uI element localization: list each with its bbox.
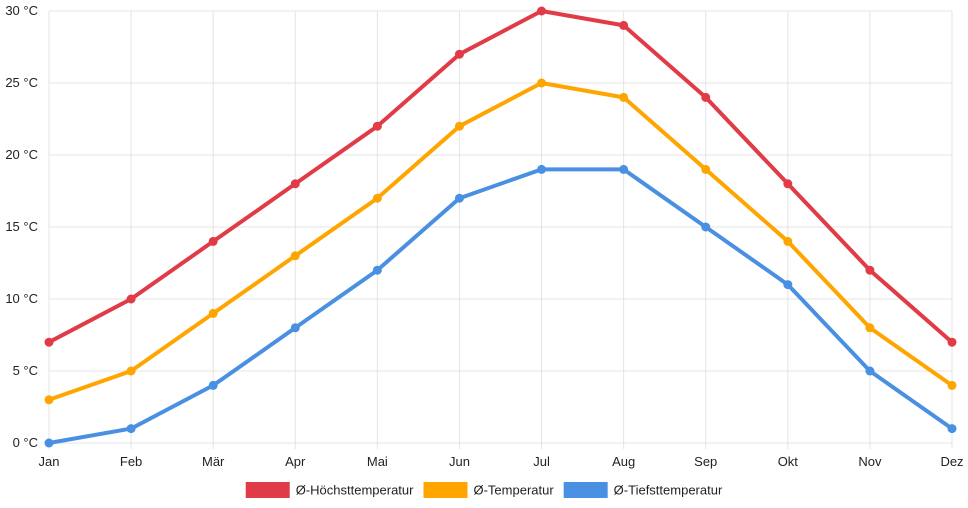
data-point[interactable] bbox=[208, 380, 218, 390]
data-point[interactable] bbox=[865, 366, 875, 376]
data-point[interactable] bbox=[783, 280, 793, 290]
data-point[interactable] bbox=[372, 193, 382, 203]
data-point[interactable] bbox=[372, 265, 382, 275]
data-point[interactable] bbox=[865, 265, 875, 275]
data-series bbox=[44, 6, 957, 448]
y-tick-label: 10 °C bbox=[5, 291, 38, 306]
data-point[interactable] bbox=[947, 380, 957, 390]
axis-labels: 0 °C 5 °C 10 °C 15 °C 20 °C 25 °C 30 °C Jan Feb M… bbox=[5, 3, 963, 469]
data-point[interactable] bbox=[44, 337, 54, 347]
legend: Ø-Höchsttemperatur Ø-Temperatur Ø-Tiefstte… bbox=[245, 482, 723, 498]
data-point[interactable] bbox=[947, 337, 957, 347]
data-point[interactable] bbox=[372, 121, 382, 131]
data-point[interactable] bbox=[208, 236, 218, 246]
data-point[interactable] bbox=[701, 222, 711, 232]
y-tick-label: 0 °C bbox=[13, 435, 38, 450]
x-tick-label: Sep bbox=[694, 454, 717, 469]
data-point[interactable] bbox=[126, 424, 136, 434]
data-point[interactable] bbox=[454, 121, 464, 131]
y-tick-label: 15 °C bbox=[5, 219, 38, 234]
x-tick-label: Nov bbox=[858, 454, 882, 469]
legend-swatch bbox=[245, 482, 290, 498]
y-tick-label: 25 °C bbox=[5, 75, 38, 90]
data-point[interactable] bbox=[537, 6, 547, 16]
data-point[interactable] bbox=[454, 49, 464, 59]
data-point[interactable] bbox=[44, 438, 54, 448]
legend-item[interactable]: Ø-Temperatur bbox=[423, 482, 554, 498]
data-point[interactable] bbox=[454, 193, 464, 203]
data-point[interactable] bbox=[619, 92, 629, 102]
x-tick-label: Okt bbox=[778, 454, 799, 469]
data-point[interactable] bbox=[537, 78, 547, 88]
data-point[interactable] bbox=[619, 20, 629, 30]
x-tick-label: Aug bbox=[612, 454, 635, 469]
data-point[interactable] bbox=[783, 179, 793, 189]
x-tick-label: Feb bbox=[120, 454, 142, 469]
data-point[interactable] bbox=[701, 92, 711, 102]
series-line bbox=[47, 81, 954, 402]
data-point[interactable] bbox=[126, 366, 136, 376]
legend-label: Ø-Temperatur bbox=[473, 483, 554, 498]
series-line bbox=[47, 9, 954, 345]
x-tick-label: Jun bbox=[449, 454, 470, 469]
data-point[interactable] bbox=[537, 164, 547, 174]
data-point[interactable] bbox=[783, 236, 793, 246]
series-line bbox=[47, 167, 954, 445]
legend-item[interactable]: Ø-Tiefsttemperatur bbox=[563, 482, 723, 498]
x-tick-label: Dez bbox=[940, 454, 963, 469]
data-point[interactable] bbox=[865, 323, 875, 333]
y-tick-label: 20 °C bbox=[5, 147, 38, 162]
data-point[interactable] bbox=[947, 424, 957, 434]
x-tick-label: Mai bbox=[367, 454, 388, 469]
x-tick-label: Jul bbox=[533, 454, 550, 469]
data-point[interactable] bbox=[619, 164, 629, 174]
legend-label: Ø-Höchsttemperatur bbox=[296, 483, 414, 498]
data-point[interactable] bbox=[290, 251, 300, 261]
legend-swatch bbox=[423, 482, 468, 498]
legend-label: Ø-Tiefsttemperatur bbox=[614, 483, 723, 498]
y-tick-label: 30 °C bbox=[5, 3, 38, 18]
data-point[interactable] bbox=[701, 164, 711, 174]
y-tick-label: 5 °C bbox=[13, 363, 38, 378]
x-tick-label: Apr bbox=[285, 454, 306, 469]
x-tick-label: Jan bbox=[39, 454, 60, 469]
x-tick-label: Mär bbox=[202, 454, 225, 469]
legend-swatch bbox=[563, 482, 608, 498]
grid-lines bbox=[48, 10, 953, 449]
data-point[interactable] bbox=[126, 294, 136, 304]
data-point[interactable] bbox=[44, 395, 54, 405]
data-point[interactable] bbox=[290, 179, 300, 189]
legend-item[interactable]: Ø-Höchsttemperatur bbox=[245, 482, 414, 498]
data-point[interactable] bbox=[290, 323, 300, 333]
data-point[interactable] bbox=[208, 308, 218, 318]
